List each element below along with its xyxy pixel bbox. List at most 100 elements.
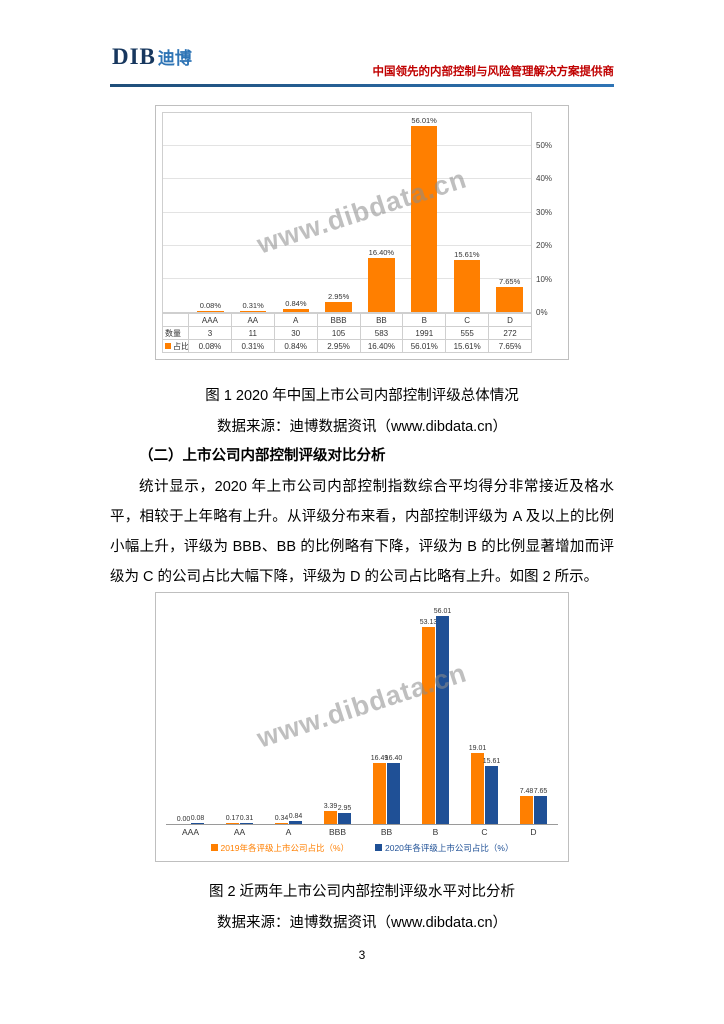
bar bbox=[191, 823, 204, 824]
gridline bbox=[163, 211, 531, 213]
y-axis-tick-label: 0% bbox=[536, 308, 548, 317]
percent-row: 占比 0.08% 0.31% 0.84% 2.95% 16.40% 56.01% 15.61%… bbox=[162, 339, 562, 353]
y-axis-tick-label: 40% bbox=[536, 174, 553, 184]
x-axis-label: D bbox=[530, 827, 537, 837]
table-cell: B bbox=[402, 313, 447, 327]
table-cell: 7.65% bbox=[488, 339, 532, 353]
bar-wrap: 0.00 bbox=[177, 601, 191, 824]
bar bbox=[436, 615, 449, 824]
bar-wrap: 56.01 bbox=[433, 601, 452, 824]
table-cell: AAA bbox=[188, 313, 232, 327]
x-axis-label: B bbox=[432, 827, 439, 837]
table-cell: BBB bbox=[316, 313, 361, 327]
figure1-chart: www.dibdata.cn 0.08% 0.31% 0.84% 2.95% 16.40… bbox=[155, 105, 569, 360]
bar-value-label: 15.61 bbox=[482, 757, 501, 765]
bar-value-label: 7.65 bbox=[533, 787, 548, 795]
legend-item: 2019年各评级上市公司占比（%） bbox=[210, 842, 349, 854]
bar-wrap: 19.01 bbox=[469, 601, 486, 824]
bar-column: 0.08% bbox=[189, 113, 232, 312]
legend-label: 2020年各评级上市公司占比（%） bbox=[385, 842, 514, 853]
bar-value-label: 0.34 bbox=[274, 814, 289, 822]
bar-value-label: 16.49 bbox=[370, 754, 389, 762]
bar-column: 56.01% bbox=[403, 113, 446, 312]
figure1-source: 数据来源：迪博数据资讯（www.dibdata.cn） bbox=[216, 419, 508, 435]
figure2-source: 数据来源：迪博数据资讯（www.dibdata.cn） bbox=[216, 915, 508, 931]
bar-value-label: 0.31 bbox=[239, 814, 254, 822]
bar-wrap: 0.84 bbox=[289, 601, 303, 824]
bar-value-label: 56.01 bbox=[433, 607, 452, 615]
series-swatch-icon bbox=[165, 343, 171, 350]
bar-value-label: 0.08% bbox=[199, 301, 222, 310]
bar-group: 0.17 0.31 bbox=[215, 601, 264, 824]
logo-text-cn: 迪博 bbox=[157, 49, 192, 68]
bar-value-label: 0.84 bbox=[288, 812, 303, 820]
bar-wrap: 3.39 bbox=[324, 601, 338, 824]
table-cell: D bbox=[488, 313, 532, 327]
category-row: AAA AA A BBB BB B C D bbox=[162, 313, 562, 327]
x-axis-label: AAA bbox=[181, 827, 199, 837]
bar bbox=[239, 310, 267, 312]
bar-column: 2.95% bbox=[317, 113, 360, 312]
chart2-legend: 2019年各评级上市公司占比（%） 2020年各评级上市公司占比（%） bbox=[166, 839, 558, 856]
table-cell: 15.61% bbox=[445, 339, 490, 353]
bar-column: 0.84% bbox=[275, 113, 318, 312]
bar bbox=[275, 822, 288, 824]
bar-group: 53.13 56.01 bbox=[411, 601, 460, 824]
bar bbox=[422, 626, 435, 824]
chart1-plot-area: 0.08% 0.31% 0.84% 2.95% 16.40% 56.01% 15.61% 7.… bbox=[162, 112, 532, 313]
table-cell: 3 bbox=[188, 326, 232, 340]
bar bbox=[325, 302, 352, 312]
bar bbox=[534, 795, 547, 824]
bar bbox=[520, 796, 533, 824]
bar-value-label: 16.40 bbox=[384, 755, 403, 763]
x-axis-label: C bbox=[481, 827, 488, 837]
bar bbox=[453, 260, 481, 312]
bar-wrap: 7.65 bbox=[534, 601, 548, 824]
bar-wrap: 7.48 bbox=[520, 601, 534, 824]
gridline bbox=[163, 244, 531, 246]
bar bbox=[496, 286, 523, 312]
x-axis-label: BB bbox=[380, 827, 393, 837]
table-cell: 555 bbox=[445, 326, 490, 340]
bar bbox=[373, 762, 386, 824]
y-axis-tick-label: 20% bbox=[536, 241, 553, 251]
page-number: 3 bbox=[358, 948, 366, 962]
row-header-cell: 占比 bbox=[162, 339, 189, 353]
bar-column: 0.31% bbox=[232, 113, 275, 312]
bar-wrap: 0.31 bbox=[240, 601, 254, 824]
table-cell: 16.40% bbox=[359, 339, 404, 353]
bar-wrap: 0.17 bbox=[226, 601, 240, 824]
chart1-y-axis: 0% 10% 20% 30% 40% 50% bbox=[532, 112, 562, 318]
bar bbox=[338, 813, 351, 824]
bar-wrap: 53.13 bbox=[420, 601, 437, 824]
table-cell: 0.84% bbox=[273, 339, 318, 353]
bar-column: 15.61% bbox=[446, 113, 489, 312]
bar-value-label: 7.48 bbox=[519, 788, 534, 796]
table-cell: 30 bbox=[273, 326, 318, 340]
bar-wrap: 15.61 bbox=[482, 601, 501, 824]
bar-value-label: 0.08 bbox=[190, 815, 205, 822]
chart1-plot-row: 0.08% 0.31% 0.84% 2.95% 16.40% 56.01% 15.61% 7.… bbox=[162, 112, 562, 318]
bar-value-label: 0.31% bbox=[242, 300, 264, 310]
bar bbox=[226, 823, 239, 824]
figure1-caption: 图 1 2020 年中国上市公司内部控制评级总体情况 bbox=[205, 388, 519, 404]
bar-column: 16.40% bbox=[360, 113, 403, 312]
bar bbox=[410, 126, 438, 312]
chart2-plot-area: 0.00 0.08 0.17 0.31 0.34 0.84 3.39 2.95 16.49 16.… bbox=[166, 601, 558, 825]
bar bbox=[485, 765, 498, 824]
spacer-cell bbox=[532, 340, 562, 353]
table-cell: A bbox=[273, 313, 318, 327]
header-tagline: 中国领先的内部控制与风险管理解决方案提供商 bbox=[372, 66, 615, 78]
bar-wrap: 0.34 bbox=[275, 601, 289, 824]
logo-text-en: DIB bbox=[112, 44, 156, 69]
bar-value-label: 3.39 bbox=[323, 803, 338, 811]
body-paragraph: 统计显示，2020 年上市公司内部控制指数综合平均得分非常接近及格水平，相较于上… bbox=[110, 479, 614, 585]
legend-swatch-icon bbox=[210, 844, 218, 851]
chart1-gridlines bbox=[163, 113, 531, 312]
bar-group: 7.48 7.65 bbox=[509, 601, 558, 824]
bar-value-label: 16.40% bbox=[368, 247, 395, 257]
table-cell: 0.08% bbox=[188, 339, 232, 353]
bar-value-label: 2.95 bbox=[337, 805, 352, 813]
x-axis-label: A bbox=[285, 827, 292, 837]
bar bbox=[282, 309, 310, 312]
